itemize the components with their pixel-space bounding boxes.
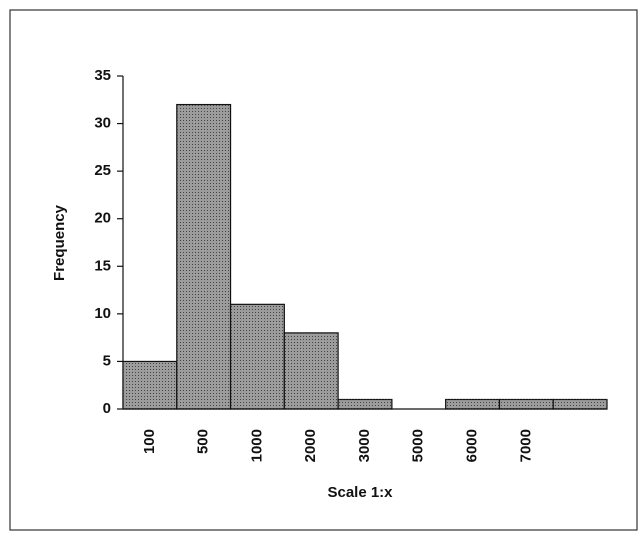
x-tick-label: 7000 xyxy=(517,429,534,462)
y-tick-label: 5 xyxy=(103,352,111,369)
chart-frame xyxy=(9,9,638,531)
bar-texture xyxy=(338,399,392,409)
y-tick-label: 30 xyxy=(94,115,111,132)
bar-texture xyxy=(553,399,607,409)
y-axis-label: Frequency xyxy=(51,204,68,281)
y-tick-label: 10 xyxy=(94,305,111,322)
x-tick-label: 5000 xyxy=(410,429,427,462)
y-tick-label: 25 xyxy=(94,162,111,179)
x-tick-label: 500 xyxy=(195,429,212,454)
x-tick-label: 3000 xyxy=(356,429,373,462)
y-tick-label: 35 xyxy=(94,67,111,84)
y-tick-label: 15 xyxy=(94,257,111,274)
bar-texture xyxy=(284,332,339,409)
bar-texture xyxy=(123,361,177,409)
x-axis-label: Scale 1:x xyxy=(327,484,393,501)
x-tick-label: 100 xyxy=(141,429,158,454)
bar-texture xyxy=(445,399,500,409)
x-tick-label: 6000 xyxy=(464,429,481,462)
bar-texture xyxy=(176,104,231,410)
y-tick-label: 20 xyxy=(94,210,111,227)
bar-texture xyxy=(499,399,554,409)
x-tick-label: 1000 xyxy=(248,429,265,462)
y-tick-label: 0 xyxy=(103,400,111,417)
bar-texture xyxy=(230,304,285,409)
x-tick-label: 2000 xyxy=(302,429,319,462)
